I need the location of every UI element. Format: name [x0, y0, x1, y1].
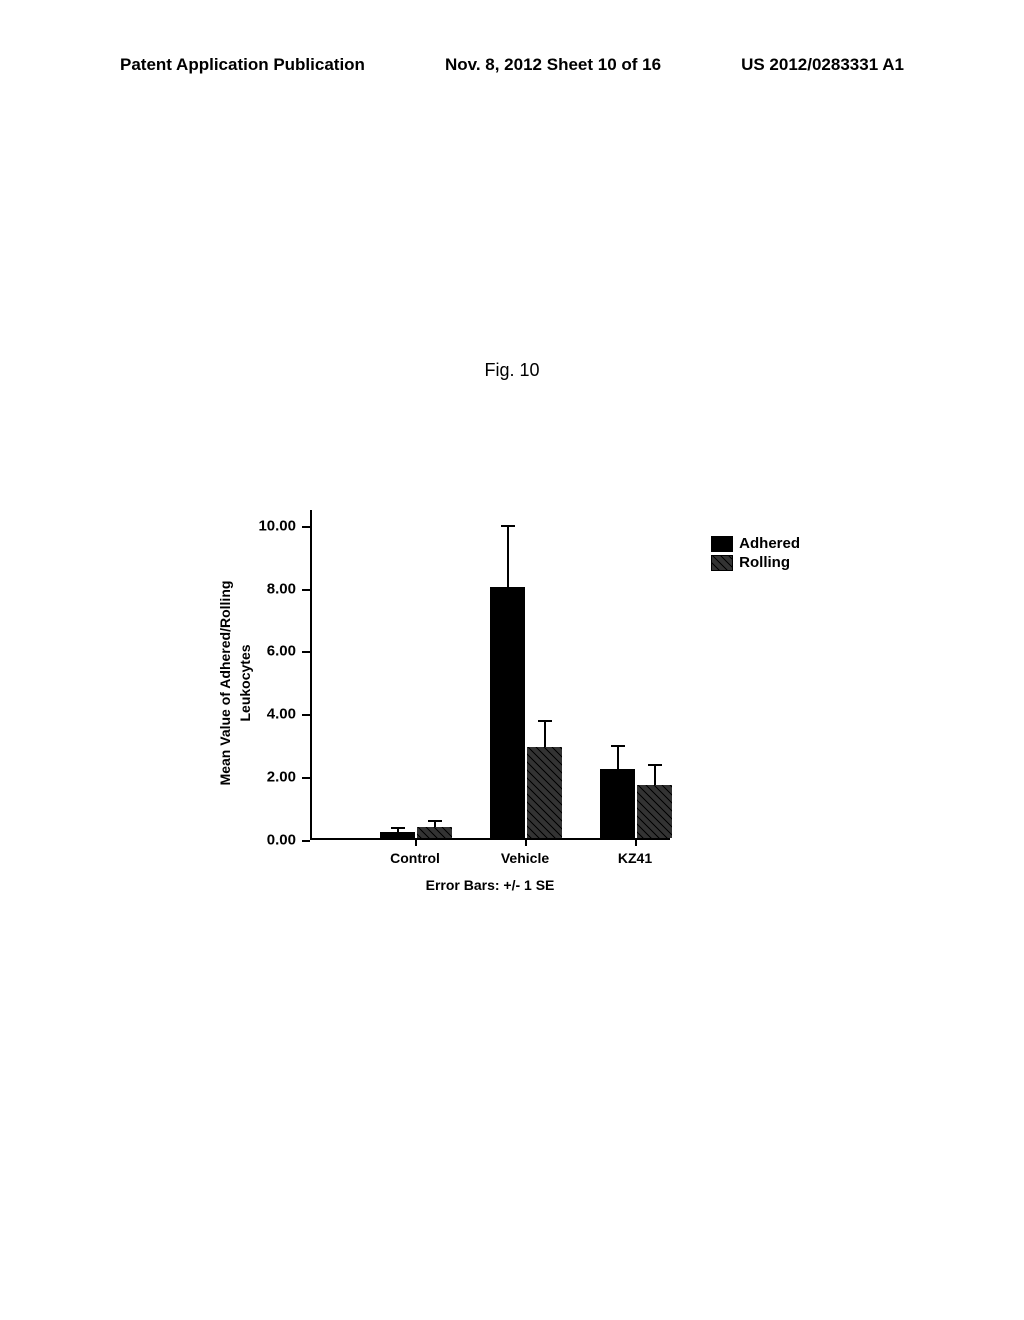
- bar-adhered: [380, 832, 415, 838]
- header-center: Nov. 8, 2012 Sheet 10 of 16: [445, 55, 661, 75]
- error-bar: [507, 527, 509, 587]
- y-tick-label: 6.00: [267, 643, 296, 660]
- error-cap: [501, 525, 515, 527]
- legend-item-adhered: Adhered: [711, 535, 800, 552]
- error-bar: [397, 829, 399, 832]
- y-tick: [302, 526, 310, 528]
- error-bar: [654, 766, 656, 785]
- x-tick: [635, 838, 637, 846]
- chart-legend: Adhered Rolling: [711, 535, 800, 573]
- y-tick-label: 2.00: [267, 769, 296, 786]
- y-tick: [302, 840, 310, 842]
- error-cap: [391, 827, 405, 829]
- y-axis-title-line2: Leukocytes: [237, 644, 253, 721]
- error-bar: [617, 747, 619, 769]
- y-tick-label: 0.00: [267, 832, 296, 849]
- error-cap: [611, 745, 625, 747]
- error-cap: [428, 820, 442, 822]
- legend-label-adhered: Adhered: [739, 535, 800, 552]
- figure-label: Fig. 10: [484, 360, 539, 381]
- y-axis-line: [310, 510, 312, 838]
- bar-adhered: [490, 587, 525, 838]
- bar-rolling: [527, 747, 562, 838]
- header-right: US 2012/0283331 A1: [741, 55, 904, 75]
- legend-label-rolling: Rolling: [739, 554, 790, 571]
- y-axis-title-line1: Mean Value of Adhered/Rolling: [217, 581, 233, 786]
- bar-chart: Mean Value of Adhered/Rolling Leukocytes…: [200, 490, 840, 910]
- error-bar: [544, 722, 546, 747]
- y-tick-label: 10.00: [258, 517, 296, 534]
- x-axis-title: Error Bars: +/- 1 SE: [426, 877, 555, 893]
- error-bar: [434, 822, 436, 827]
- bar-rolling: [417, 827, 452, 838]
- x-tick-label: KZ41: [618, 850, 652, 866]
- legend-swatch-rolling: [711, 555, 733, 571]
- y-tick-label: 4.00: [267, 706, 296, 723]
- legend-item-rolling: Rolling: [711, 554, 800, 571]
- x-tick-label: Control: [390, 850, 440, 866]
- bar-adhered: [600, 769, 635, 838]
- header-left: Patent Application Publication: [120, 55, 365, 75]
- error-cap: [538, 720, 552, 722]
- x-tick: [415, 838, 417, 846]
- x-tick-label: Vehicle: [501, 850, 549, 866]
- x-tick: [525, 838, 527, 846]
- y-tick: [302, 714, 310, 716]
- y-tick: [302, 777, 310, 779]
- bar-rolling: [637, 785, 672, 838]
- y-tick-label: 8.00: [267, 580, 296, 597]
- page-header: Patent Application Publication Nov. 8, 2…: [0, 55, 1024, 75]
- plot-area: 0.002.004.006.008.0010.00ControlVehicleK…: [310, 510, 670, 840]
- y-tick: [302, 651, 310, 653]
- y-tick: [302, 589, 310, 591]
- error-cap: [648, 764, 662, 766]
- legend-swatch-adhered: [711, 536, 733, 552]
